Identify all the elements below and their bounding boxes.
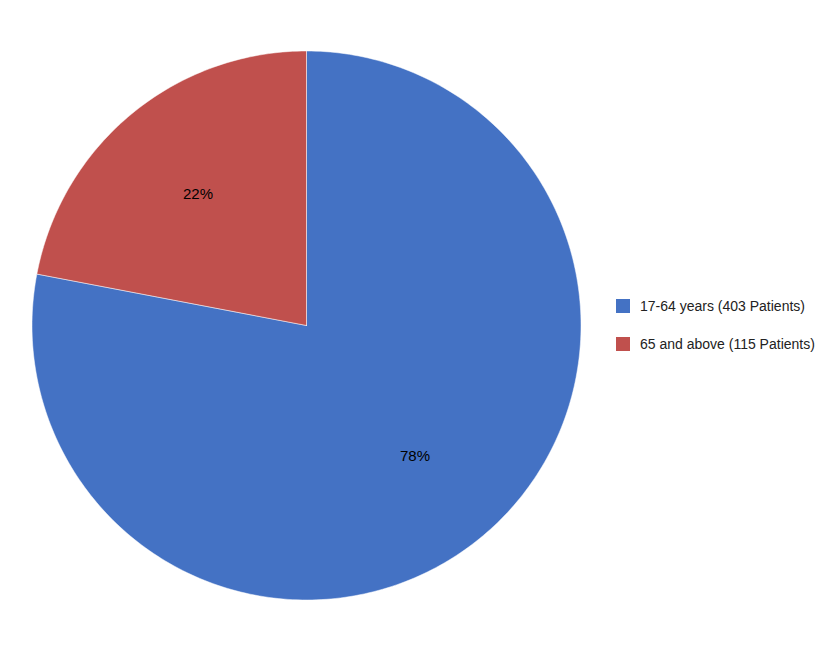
svg-text:22%: 22%	[183, 185, 213, 202]
html-text:65 and above (115 Patients): 65 and above (115 Patients)	[640, 335, 815, 352]
svg-text:78%: 78%	[400, 447, 430, 464]
html-text:17-64 years (403 Patients): 17-64 years (403 Patients)	[640, 297, 805, 314]
